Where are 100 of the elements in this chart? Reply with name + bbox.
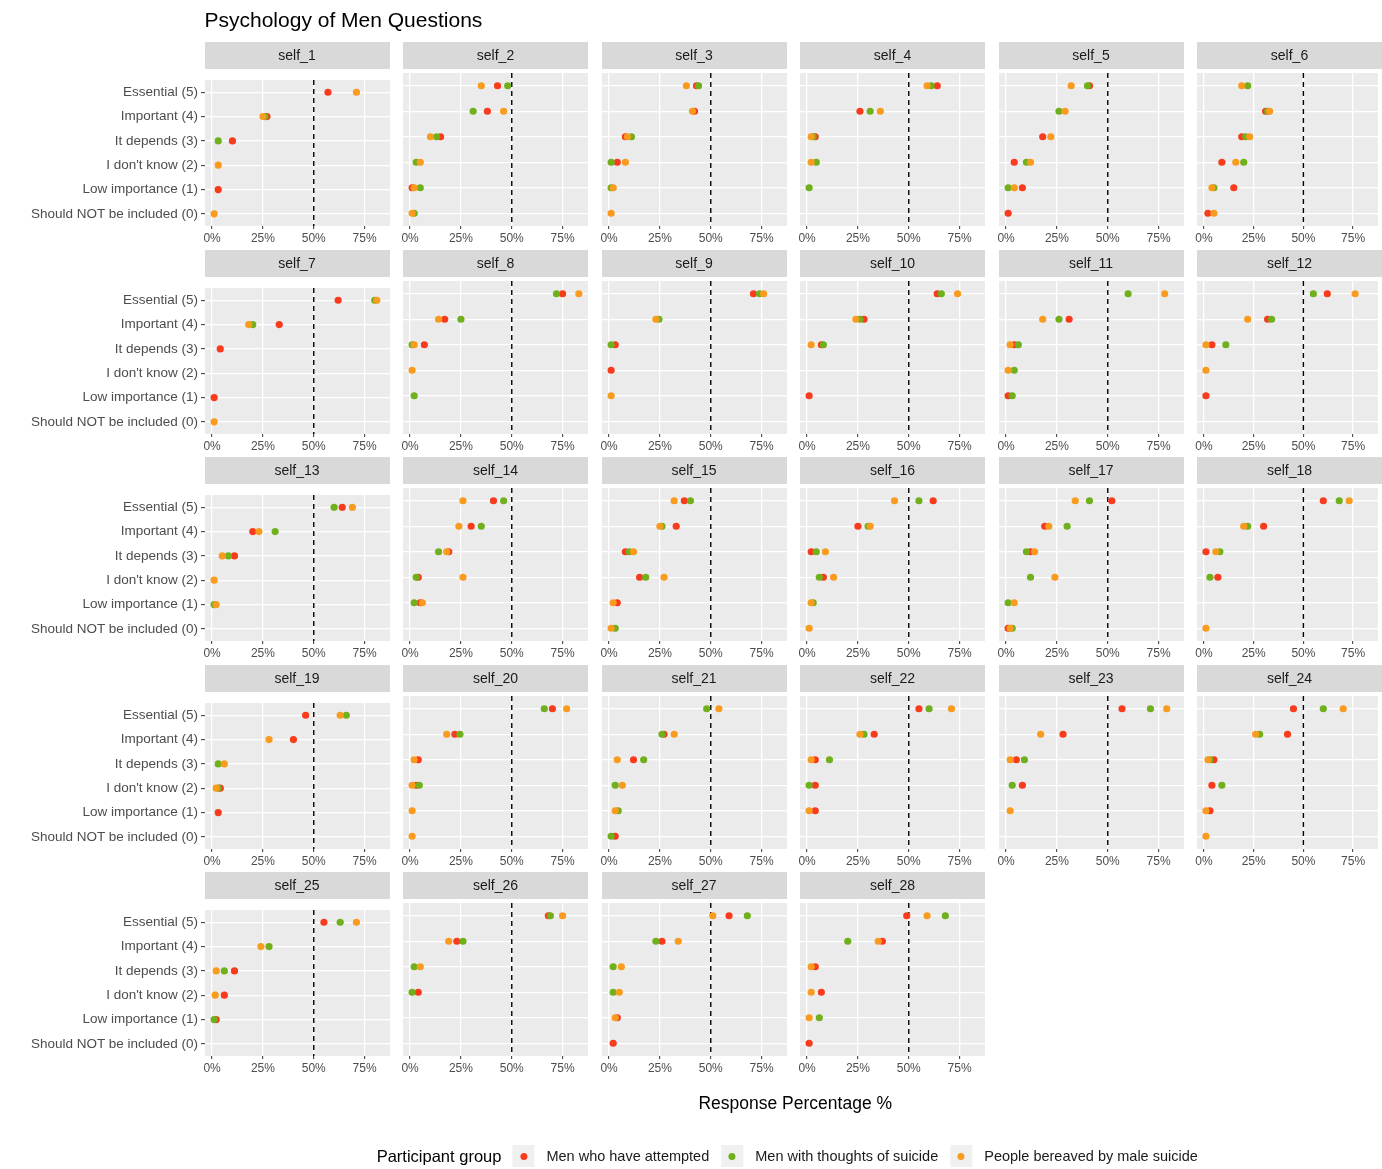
y-tick-label: Important (4) [120,938,198,954]
x-tick-label: 50% [499,438,525,453]
y-tick-label: Important (4) [120,108,198,124]
x-tick-label: 75% [1146,230,1171,245]
legend-label: Men with thoughts of suicide [755,1148,939,1164]
y-tick-label: Low importance (1) [81,803,198,819]
x-tick-label: 75% [550,645,575,660]
x-axis-title: Response Percentage % [698,1093,893,1113]
chart-subtitle: self_13 [204,457,390,484]
y-tick-label: Should NOT be included (0) [30,828,198,844]
x-tick-label: 25% [448,645,474,660]
x-tick-label: 0% [996,230,1015,245]
x-tick-label: 50% [499,645,525,660]
x-tick-label: 50% [698,1060,723,1075]
x-tick-label: 75% [550,438,575,453]
x-tick-label: 50% [301,230,326,245]
x-tick-label: 0% [798,1060,817,1075]
x-tick-label: 50% [301,645,326,660]
x-tick-label: 25% [1044,230,1069,245]
x-tick-label: 25% [448,438,474,453]
x-tick-label: 75% [1341,853,1366,868]
x-tick-label: 25% [250,1060,275,1075]
chart-subtitle: self_18 [1197,457,1382,484]
x-tick-label: 50% [499,1060,525,1075]
x-tick-label: 75% [550,1060,575,1075]
x-tick-label: 50% [1095,645,1120,660]
chart-subtitle: self_20 [403,664,588,692]
x-tick-label: 0% [798,438,817,453]
x-tick-label: 25% [647,1060,672,1075]
x-tick-label: 0% [599,645,618,660]
x-tick-label: 25% [647,645,672,660]
x-tick-label: 25% [845,438,871,453]
x-tick-label: 75% [1146,645,1171,660]
y-tick-label: Important (4) [120,315,198,331]
x-tick-label: 0% [798,853,817,868]
chart-subtitle: self_16 [800,457,985,484]
x-tick-label: 50% [1291,230,1316,245]
legend-title: Participant group [376,1146,502,1166]
x-tick-label: 0% [401,1060,420,1075]
x-tick-label: 75% [749,230,774,245]
x-tick-label: 25% [647,438,672,453]
x-tick-label: 0% [202,645,221,660]
chart-subtitle: self_14 [403,457,588,484]
x-tick-label: 50% [301,438,326,453]
chart-subtitle: self_10 [800,249,985,277]
x-tick-label: 50% [698,645,723,660]
x-tick-label: 50% [1291,853,1316,868]
x-tick-label: 75% [947,230,972,245]
chart-subtitle: self_8 [403,249,588,277]
x-tick-label: 50% [301,1060,326,1075]
x-tick-label: 75% [749,645,774,660]
x-tick-label: 25% [1241,645,1267,660]
x-tick-label: 0% [401,438,420,453]
x-tick-label: 50% [1095,853,1120,868]
y-tick-label: I don't know (2) [105,779,198,795]
x-tick-label: 0% [202,853,221,868]
x-tick-label: 50% [698,853,723,868]
x-tick-label: 50% [1291,645,1316,660]
x-tick-label: 50% [896,1060,922,1075]
y-tick-label: It depends (3) [114,340,198,356]
x-tick-label: 50% [896,438,922,453]
y-tick-label: Should NOT be included (0) [30,413,198,429]
chart-subtitle: self_6 [1197,42,1382,69]
x-tick-label: 50% [499,230,525,245]
x-tick-label: 25% [1044,645,1069,660]
chart-subtitle: self_12 [1197,249,1382,277]
x-tick-label: 25% [845,1060,871,1075]
chart-subtitle: self_5 [998,42,1184,69]
x-tick-label: 0% [996,645,1015,660]
chart-subtitle: self_28 [800,872,985,899]
y-tick-label: It depends (3) [114,755,198,771]
x-tick-label: 75% [947,1060,972,1075]
x-tick-label: 0% [996,438,1015,453]
x-tick-label: 25% [1241,438,1267,453]
y-tick-label: Important (4) [120,730,198,746]
chart-subtitle: self_3 [601,42,787,69]
x-tick-label: 0% [1195,230,1213,245]
x-tick-label: 75% [1341,438,1366,453]
x-tick-label: 25% [448,230,474,245]
x-tick-label: 0% [401,230,420,245]
x-tick-label: 50% [1095,230,1120,245]
x-tick-label: 0% [599,230,618,245]
legend-label: People bereaved by male suicide [984,1148,1198,1164]
y-tick-label: Should NOT be included (0) [30,205,198,221]
y-tick-label: I don't know (2) [105,364,198,380]
x-tick-label: 50% [896,230,922,245]
y-tick-label: Low importance (1) [81,1011,198,1027]
y-tick-label: Essential (5) [122,913,198,929]
x-tick-label: 0% [1195,645,1213,660]
x-tick-label: 0% [599,853,618,868]
y-tick-label: I don't know (2) [105,156,198,172]
x-tick-label: 25% [1241,853,1267,868]
y-tick-label: Low importance (1) [81,596,198,612]
y-tick-label: It depends (3) [114,962,198,978]
y-tick-label: Important (4) [120,523,198,539]
x-tick-label: 25% [647,853,672,868]
chart-subtitle: self_24 [1197,664,1382,692]
y-tick-label: Should NOT be included (0) [30,620,198,636]
x-tick-label: 0% [599,1060,618,1075]
x-tick-label: 75% [1146,853,1171,868]
